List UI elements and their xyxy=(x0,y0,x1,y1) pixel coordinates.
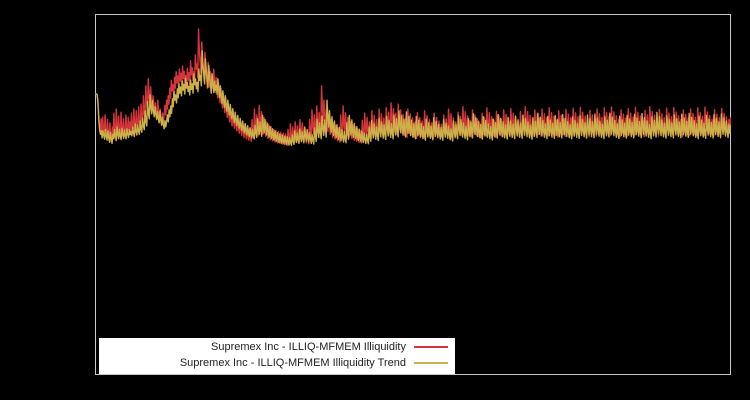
chart-legend: Supremex Inc - ILLIQ-MFMEM Illiquidity Su… xyxy=(99,338,455,374)
legend-color-swatch xyxy=(414,346,448,348)
legend-item-label: Supremex Inc - ILLIQ-MFMEM Illiquidity xyxy=(211,340,406,353)
legend-item[interactable]: Supremex Inc - ILLIQ-MFMEM Illiquidity xyxy=(100,339,454,355)
legend-item-label: Supremex Inc - ILLIQ-MFMEM Illiquidity T… xyxy=(179,356,406,369)
plot-frame xyxy=(95,14,731,375)
legend-item[interactable]: Supremex Inc - ILLIQ-MFMEM Illiquidity T… xyxy=(100,355,454,371)
series-line-illiquidity-trend xyxy=(94,50,732,147)
plot-series xyxy=(94,28,732,147)
legend-color-swatch xyxy=(414,362,448,364)
plot-axes xyxy=(95,14,731,375)
